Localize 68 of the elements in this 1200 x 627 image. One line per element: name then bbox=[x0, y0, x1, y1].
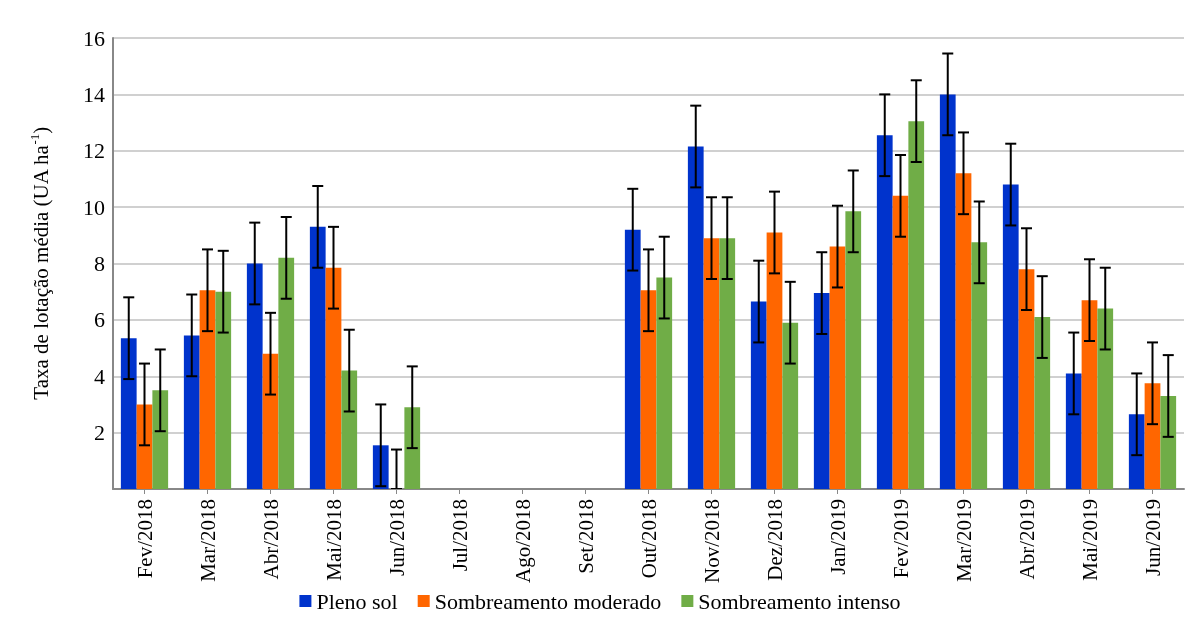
bar bbox=[1065, 373, 1082, 489]
y-tick-label: 10 bbox=[83, 194, 105, 220]
x-tick-label: Jun/2019 bbox=[1140, 499, 1165, 577]
bar bbox=[813, 293, 830, 489]
bar bbox=[939, 94, 956, 489]
x-tick-label: Jul/2018 bbox=[447, 499, 472, 572]
bar bbox=[309, 226, 326, 489]
y-axis-title: Taxa de lotação média (UA ha-1) bbox=[27, 126, 53, 400]
y-tick-label: 14 bbox=[83, 81, 105, 107]
bar bbox=[955, 173, 972, 489]
x-tick-label: Fev/2018 bbox=[132, 499, 157, 579]
y-tick-label: 16 bbox=[83, 25, 105, 51]
bar bbox=[1018, 269, 1035, 489]
x-tick-label: Ago/2018 bbox=[510, 499, 535, 583]
y-tick-label: 6 bbox=[94, 307, 105, 333]
bar bbox=[1097, 308, 1114, 489]
bar bbox=[215, 291, 232, 489]
bar bbox=[246, 263, 263, 489]
bar bbox=[829, 246, 846, 489]
x-tick-label: Nov/2018 bbox=[699, 499, 724, 583]
bar bbox=[1128, 414, 1145, 489]
x-tick-label: Out/2018 bbox=[636, 499, 661, 579]
bar bbox=[719, 238, 736, 489]
x-tick-label: Jun/2018 bbox=[384, 499, 409, 577]
x-tick-label: Abr/2018 bbox=[258, 499, 283, 580]
y-tick-label: 12 bbox=[83, 138, 105, 164]
bar bbox=[845, 211, 862, 489]
bar bbox=[1144, 383, 1161, 489]
bar bbox=[183, 335, 200, 489]
y-tick-label: 2 bbox=[94, 420, 105, 446]
bar bbox=[1160, 395, 1177, 489]
bar bbox=[120, 338, 137, 489]
x-tick-label: Dez/2018 bbox=[762, 499, 787, 581]
x-tick-label: Jan/2019 bbox=[825, 499, 850, 575]
bar bbox=[341, 370, 358, 489]
x-tick-label: Set/2018 bbox=[573, 499, 598, 574]
bar bbox=[687, 146, 704, 489]
bar bbox=[262, 353, 279, 489]
bar bbox=[892, 195, 909, 489]
bar bbox=[750, 301, 767, 489]
bar bbox=[325, 267, 342, 489]
bar bbox=[624, 229, 641, 489]
bar bbox=[1081, 300, 1098, 489]
x-tick-label: Mai/2018 bbox=[321, 499, 346, 581]
bar bbox=[404, 407, 421, 489]
bar bbox=[703, 238, 720, 489]
x-tick-label: Mar/2018 bbox=[195, 499, 220, 582]
legend-label: Sombreamento intenso bbox=[698, 588, 901, 614]
bar bbox=[199, 290, 216, 489]
bar bbox=[971, 242, 988, 489]
bar bbox=[1034, 317, 1051, 489]
bar bbox=[152, 390, 169, 489]
bar bbox=[278, 257, 295, 489]
bar bbox=[908, 121, 925, 489]
legend-label: Pleno sol bbox=[316, 588, 398, 614]
bar bbox=[782, 322, 799, 489]
bar bbox=[640, 290, 657, 489]
y-tick-label: 8 bbox=[94, 251, 105, 276]
legend-label: Sombreamento moderado bbox=[434, 588, 662, 614]
bar bbox=[1002, 184, 1019, 489]
bar bbox=[766, 232, 783, 489]
y-tick-label: 4 bbox=[94, 363, 105, 389]
x-tick-label: Mai/2019 bbox=[1077, 499, 1102, 581]
bar bbox=[656, 277, 673, 489]
x-tick-label: Mar/2019 bbox=[951, 499, 976, 582]
x-tick-label: Fev/2019 bbox=[888, 499, 913, 579]
bar bbox=[876, 135, 893, 489]
x-tick-label: Abr/2019 bbox=[1014, 499, 1039, 580]
